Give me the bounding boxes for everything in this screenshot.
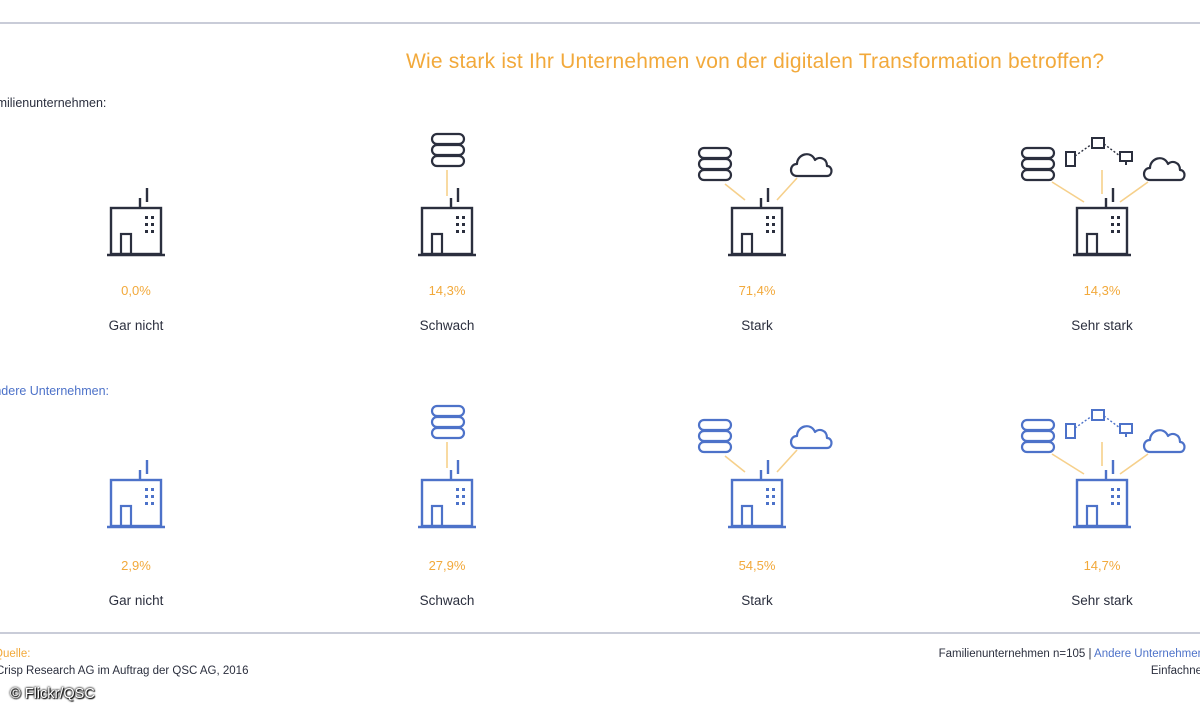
connected-devices-icon (1065, 137, 1133, 167)
sample-size-note: Familienunternehmen n=105 | Andere Unter… (939, 648, 1200, 660)
source-label: Quelle: (0, 648, 31, 660)
icon-group-0-0 (107, 188, 165, 257)
cloud-icon (789, 153, 833, 178)
icon-group-1-1 (418, 404, 476, 529)
icon-group-1-2 (697, 418, 833, 529)
bottom-rule (0, 632, 1200, 634)
factory-building-icon (107, 188, 165, 257)
factory-building-icon (728, 460, 786, 529)
connected-devices-icon (1065, 409, 1133, 439)
database-stack-icon (697, 146, 733, 182)
icon-group-1-0 (107, 460, 165, 529)
top-rule (0, 22, 1200, 24)
value-label: 27,9% (428, 558, 466, 573)
category-label: Stark (741, 318, 773, 333)
section-label-other: Andere Unternehmen: (0, 384, 109, 398)
sample-size-note-line2: Einfachne (1150, 665, 1200, 677)
factory-building-icon (107, 460, 165, 529)
category-label: Gar nicht (108, 593, 164, 608)
value-label: 54,5% (738, 558, 776, 573)
chart-title: Wie stark ist Ihr Unternehmen von der di… (406, 50, 1105, 73)
category-label: Schwach (419, 318, 475, 333)
factory-building-icon (1073, 188, 1131, 257)
value-label: 14,7% (1083, 558, 1121, 573)
value-label: 0,0% (121, 283, 151, 298)
category-label: Schwach (419, 593, 475, 608)
cloud-icon (1142, 429, 1186, 454)
value-label: 2,9% (121, 558, 151, 573)
value-label: 14,3% (428, 283, 466, 298)
icon-group-0-2 (697, 146, 833, 257)
database-stack-icon (1020, 146, 1056, 182)
category-label: Stark (741, 593, 773, 608)
database-stack-icon (1020, 418, 1056, 454)
icon-group-1-3 (1020, 409, 1186, 529)
factory-building-icon (728, 188, 786, 257)
value-label: 71,4% (738, 283, 776, 298)
icon-group-0-1 (418, 132, 476, 257)
category-label: Sehr stark (1071, 593, 1133, 608)
category-label: Sehr stark (1071, 318, 1133, 333)
section-label-family: Familienunternehmen: (0, 96, 107, 110)
database-stack-icon (697, 418, 733, 454)
sample-size-other: Andere Unternehmen (1094, 648, 1200, 660)
database-stack-icon (430, 404, 466, 440)
icon-group-0-3 (1020, 137, 1186, 257)
value-label: 14,3% (1083, 283, 1121, 298)
factory-building-icon (418, 188, 476, 257)
cloud-icon (789, 425, 833, 450)
source-text: Crisp Research AG im Auftrag der QSC AG,… (0, 665, 249, 677)
database-stack-icon (430, 132, 466, 168)
factory-building-icon (1073, 460, 1131, 529)
cloud-icon (1142, 157, 1186, 182)
sample-size-family: Familienunternehmen n=105 | (938, 648, 1092, 660)
category-label: Gar nicht (108, 318, 164, 333)
factory-building-icon (418, 460, 476, 529)
photo-credit: © Flickr/QSC (10, 686, 95, 702)
